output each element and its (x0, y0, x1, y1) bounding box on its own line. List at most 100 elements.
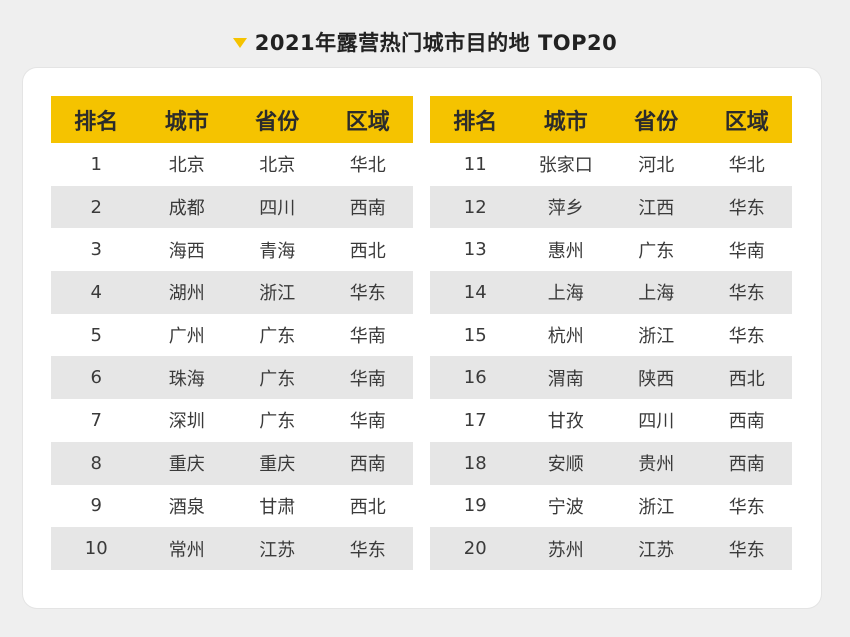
page-title: 2021年露营热门城市目的地 TOP20 (254, 31, 618, 55)
city-cell: 常州 (141, 527, 232, 570)
header-rank: 排名 (430, 96, 521, 143)
city-cell: 安顺 (520, 441, 611, 485)
city-cell: 成都 (141, 185, 232, 229)
region-cell: 华南 (322, 356, 413, 400)
rank-cell: 1 (90, 153, 102, 175)
table-row: 18 安顺 贵州 西南 (430, 441, 792, 485)
city-cell: 湖州 (141, 271, 232, 314)
rank-cell: 20 (430, 527, 521, 570)
table-row: 19 宁波 浙江 华东 (430, 485, 792, 528)
table-row: 20 苏州 江苏 华东 (430, 527, 792, 570)
province-cell: 四川 (638, 411, 675, 433)
region-cell: 西北 (349, 240, 386, 262)
region-cell: 华东 (728, 326, 765, 348)
province-cell: 广东 (638, 240, 675, 262)
city-cell: 广州 (168, 326, 205, 348)
region-cell: 西北 (349, 496, 386, 518)
province-cell: 江苏 (611, 527, 702, 570)
province-cell: 重庆 (232, 441, 323, 485)
rank-cell: 4 (51, 271, 142, 314)
region-cell: 西南 (701, 441, 792, 485)
table-row: 3 海西 青海 西北 (51, 228, 413, 271)
city-cell: 珠海 (141, 356, 232, 400)
province-cell: 广东 (259, 326, 296, 348)
rank-cell: 18 (430, 441, 521, 485)
rank-cell: 17 (463, 409, 487, 431)
region-cell: 西南 (322, 185, 413, 229)
city-cell: 渭南 (520, 356, 611, 400)
province-cell: 四川 (232, 185, 323, 229)
ranking-table-right: 排名 城市 省份 区域 11 张家口 河北 华北 12 萍乡 江西 华东 13 惠州 广东 华南 14 上… (430, 96, 792, 570)
rank-cell: 11 (463, 153, 487, 175)
city-cell: 宁波 (547, 496, 584, 518)
region-cell: 华南 (728, 240, 765, 262)
region-cell: 华东 (701, 271, 792, 314)
city-cell: 苏州 (520, 527, 611, 570)
title-bar: 2021年露营热门城市目的地 TOP20 (4, 26, 846, 58)
city-cell: 杭州 (547, 326, 584, 348)
province-cell: 江苏 (232, 527, 323, 570)
header-region: 区域 (701, 96, 792, 143)
region-cell: 华东 (728, 496, 765, 518)
header-city: 城市 (520, 96, 611, 143)
region-cell: 华北 (349, 155, 386, 177)
province-cell: 浙江 (232, 271, 323, 314)
rank-cell: 6 (51, 356, 142, 400)
rank-cell: 12 (430, 185, 521, 229)
rank-cell: 2 (51, 185, 142, 229)
ranking-card: 排名 城市 省份 区域 1 北京 北京 华北 2 成都 四川 西南 3 海西 青海 西北 4 湖州 浙江 华东… (23, 68, 821, 608)
rank-cell: 14 (430, 271, 521, 314)
city-cell: 萍乡 (520, 185, 611, 229)
header-city: 城市 (141, 96, 232, 143)
header-region: 区域 (322, 96, 413, 143)
region-cell: 西北 (701, 356, 792, 400)
table-row: 14 上海 上海 华东 (430, 271, 792, 314)
triangle-down-icon (232, 38, 247, 48)
header-rank: 排名 (51, 96, 142, 143)
page: 2021年露营热门城市目的地 TOP20 排名 城市 省份 区域 1 北京 北京 华北… (4, 4, 846, 633)
header-province: 省份 (232, 96, 323, 143)
table-row: 13 惠州 广东 华南 (430, 228, 792, 271)
city-cell: 海西 (168, 240, 205, 262)
province-cell: 广东 (259, 411, 296, 433)
rank-cell: 9 (90, 495, 102, 517)
region-cell: 华东 (322, 527, 413, 570)
region-cell: 西南 (728, 411, 765, 433)
ranking-table-left: 排名 城市 省份 区域 1 北京 北京 华北 2 成都 四川 西南 3 海西 青海 西北 4 湖州 浙江 华东… (51, 96, 413, 570)
city-cell: 重庆 (141, 441, 232, 485)
table-row: 10 常州 江苏 华东 (51, 527, 413, 570)
rank-cell: 19 (463, 495, 487, 517)
city-cell: 惠州 (547, 240, 584, 262)
rank-cell: 15 (463, 324, 487, 346)
table-row: 5 广州 广东 华南 (51, 314, 413, 357)
province-cell: 上海 (611, 271, 702, 314)
table-row: 4 湖州 浙江 华东 (51, 271, 413, 314)
province-cell: 广东 (232, 356, 323, 400)
table-row: 6 珠海 广东 华南 (51, 356, 413, 400)
region-cell: 华东 (322, 271, 413, 314)
region-cell: 西南 (322, 441, 413, 485)
city-cell: 北京 (168, 155, 205, 177)
rank-cell: 10 (51, 527, 142, 570)
table-header-row: 排名 城市 省份 区域 (430, 96, 792, 143)
rank-cell: 8 (51, 441, 142, 485)
table-row: 11 张家口 河北 华北 (430, 143, 792, 186)
table-header-row: 排名 城市 省份 区域 (51, 96, 413, 143)
region-cell: 华东 (701, 527, 792, 570)
rank-cell: 5 (90, 324, 102, 346)
table-row: 15 杭州 浙江 华东 (430, 314, 792, 357)
table-row: 17 甘孜 四川 西南 (430, 399, 792, 442)
region-cell: 华南 (349, 326, 386, 348)
province-cell: 青海 (259, 240, 296, 262)
rank-cell: 16 (430, 356, 521, 400)
province-cell: 浙江 (638, 496, 675, 518)
province-cell: 陕西 (611, 356, 702, 400)
table-row: 12 萍乡 江西 华东 (430, 185, 792, 229)
region-cell: 华南 (349, 411, 386, 433)
table-row: 16 渭南 陕西 西北 (430, 356, 792, 400)
table-row: 7 深圳 广东 华南 (51, 399, 413, 442)
table-row: 1 北京 北京 华北 (51, 143, 413, 186)
city-cell: 甘孜 (547, 411, 584, 433)
table-row: 2 成都 四川 西南 (51, 185, 413, 229)
header-province: 省份 (611, 96, 702, 143)
